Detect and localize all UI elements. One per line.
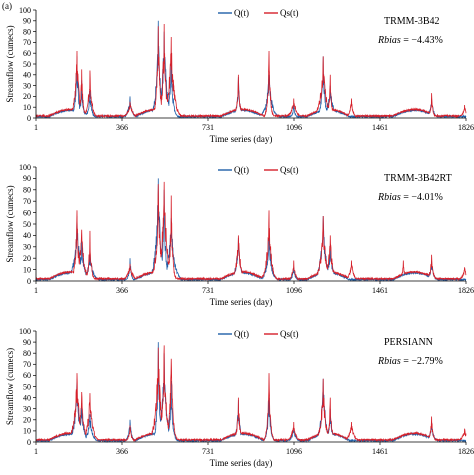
x-tick-label: 1096 xyxy=(286,123,302,132)
y-axis-label: Streamflow (cumecs) xyxy=(5,348,15,425)
x-tick-label: 1461 xyxy=(372,123,388,132)
y-tick-label: 10 xyxy=(23,427,31,436)
legend-label-simulated: Qs(t) xyxy=(280,165,299,175)
y-tick-label: 10 xyxy=(23,265,31,274)
y-tick-label: 90 xyxy=(23,338,31,347)
rbias-value: = −2.79% xyxy=(401,356,443,367)
y-tick-label: 50 xyxy=(23,60,31,69)
panel-label: (a) xyxy=(2,1,12,11)
y-tick-label: 40 xyxy=(23,231,31,240)
y-tick-label: 40 xyxy=(23,393,31,402)
rbias-annotation: Rbias = −4.01% xyxy=(377,192,443,203)
y-tick-label: 50 xyxy=(23,220,31,229)
series-line-simulated xyxy=(35,181,467,282)
y-tick-label: 20 xyxy=(23,416,31,425)
y-tick-label: 70 xyxy=(23,38,31,47)
y-tick-label: 30 xyxy=(23,243,31,252)
y-tick-label: 100 xyxy=(19,6,31,15)
y-tick-label: 20 xyxy=(23,92,31,101)
series-line-simulated xyxy=(35,345,467,443)
y-axis-label: Streamflow (cumecs) xyxy=(5,25,15,102)
legend-label-observed: Q(t) xyxy=(234,165,249,175)
product-name: TRMM-3B42 xyxy=(384,16,440,27)
y-tick-label: 80 xyxy=(23,349,31,358)
y-tick-label: 10 xyxy=(23,103,31,112)
rbias-annotation: Rbias = −2.79% xyxy=(377,356,443,367)
x-axis-label: Time series (day) xyxy=(210,134,273,144)
legend-label-observed: Q(t) xyxy=(234,8,249,18)
x-tick-label: 1096 xyxy=(286,447,302,456)
product-name: TRMM-3B42RT xyxy=(384,173,452,184)
x-tick-label: 1461 xyxy=(372,286,388,295)
y-tick-label: 20 xyxy=(23,254,31,263)
rbias-label: Rbias xyxy=(377,35,401,46)
chart-panel-2: 0 10 20 30 40 50 60 70 80 90 100 1 366 731 1096 1461 182… xyxy=(5,163,474,307)
x-tick-label: 1826 xyxy=(458,286,474,295)
y-tick-label: 60 xyxy=(23,49,31,58)
y-tick-label: 30 xyxy=(23,405,31,414)
chart-panel-3: 0 10 20 30 40 50 60 70 80 90 100 1 366 731 1096 1461 182… xyxy=(5,327,474,468)
x-tick-label: 1 xyxy=(34,123,38,132)
x-tick-label: 731 xyxy=(202,447,214,456)
x-tick-label: 366 xyxy=(116,447,128,456)
y-axis-label: Streamflow (cumecs) xyxy=(5,185,15,262)
legend-label-observed: Q(t) xyxy=(234,329,249,339)
product-name: PERSIANN xyxy=(384,337,433,348)
x-tick-label: 1 xyxy=(34,447,38,456)
x-tick-label: 1826 xyxy=(458,447,474,456)
rbias-value: = −4.43% xyxy=(401,35,443,46)
x-axis-label: Time series (day) xyxy=(210,297,273,307)
y-tick-label: 100 xyxy=(19,327,31,336)
x-tick-label: 1826 xyxy=(458,123,474,132)
legend-label-simulated: Qs(t) xyxy=(280,329,299,339)
x-tick-label: 366 xyxy=(116,286,128,295)
x-tick-label: 1 xyxy=(34,286,38,295)
y-tick-label: 70 xyxy=(23,197,31,206)
y-tick-label: 90 xyxy=(23,17,31,26)
y-tick-label: 0 xyxy=(27,438,31,447)
rbias-annotation: Rbias = −4.43% xyxy=(377,35,443,46)
y-tick-label: 30 xyxy=(23,81,31,90)
y-tick-label: 40 xyxy=(23,71,31,80)
y-tick-label: 0 xyxy=(27,277,31,286)
series-line-simulated xyxy=(35,24,467,119)
y-tick-label: 70 xyxy=(23,360,31,369)
x-tick-label: 731 xyxy=(202,123,214,132)
x-tick-label: 1096 xyxy=(286,286,302,295)
rbias-label: Rbias xyxy=(377,192,401,203)
y-tick-label: 80 xyxy=(23,27,31,36)
y-tick-label: 80 xyxy=(23,186,31,195)
x-axis-label: Time series (day) xyxy=(210,458,273,468)
rbias-label: Rbias xyxy=(377,356,401,367)
y-tick-label: 60 xyxy=(23,208,31,217)
x-tick-label: 1461 xyxy=(372,447,388,456)
rbias-value: = −4.01% xyxy=(401,192,443,203)
x-tick-label: 366 xyxy=(116,123,128,132)
x-tick-label: 731 xyxy=(202,286,214,295)
legend-label-simulated: Qs(t) xyxy=(280,8,299,18)
y-tick-label: 50 xyxy=(23,382,31,391)
y-tick-label: 60 xyxy=(23,371,31,380)
y-tick-label: 90 xyxy=(23,174,31,183)
y-tick-label: 100 xyxy=(19,163,31,172)
y-tick-label: 0 xyxy=(27,114,31,123)
